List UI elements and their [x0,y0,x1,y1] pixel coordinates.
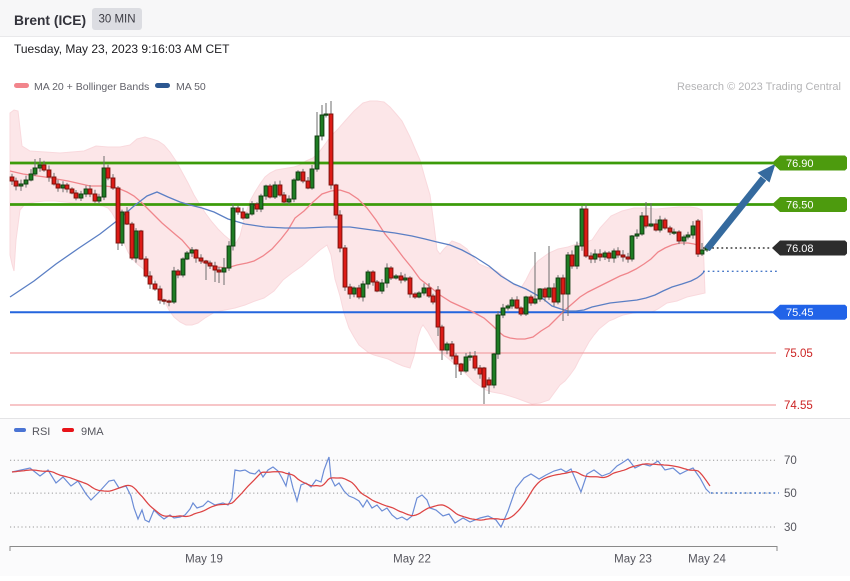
svg-text:30: 30 [784,522,797,534]
svg-text:May 22: May 22 [393,554,431,566]
svg-text:MA 20 + Bollinger Bands: MA 20 + Bollinger Bands [34,81,149,93]
svg-text:Tuesday, May 23, 2023 9:16:03: Tuesday, May 23, 2023 9:16:03 AM CET [14,42,230,56]
svg-text:Research © 2023 Trading Centra: Research © 2023 Trading Central [677,81,841,93]
svg-text:Brent (ICE): Brent (ICE) [14,13,86,28]
svg-text:May 19: May 19 [185,554,223,566]
svg-text:74.55: 74.55 [784,400,813,412]
svg-text:9MA: 9MA [81,426,104,438]
svg-text:May 24: May 24 [688,554,726,566]
svg-text:30 MIN: 30 MIN [98,14,135,26]
svg-text:76.90: 76.90 [786,158,814,170]
svg-text:76.50: 76.50 [786,199,814,211]
svg-text:RSI: RSI [32,426,50,438]
svg-text:May 23: May 23 [614,554,652,566]
svg-text:75.45: 75.45 [786,307,814,319]
svg-text:75.05: 75.05 [784,348,813,360]
svg-text:76.08: 76.08 [786,243,814,255]
svg-text:70: 70 [784,455,797,467]
svg-text:MA 50: MA 50 [176,81,206,93]
svg-text:50: 50 [784,488,797,500]
